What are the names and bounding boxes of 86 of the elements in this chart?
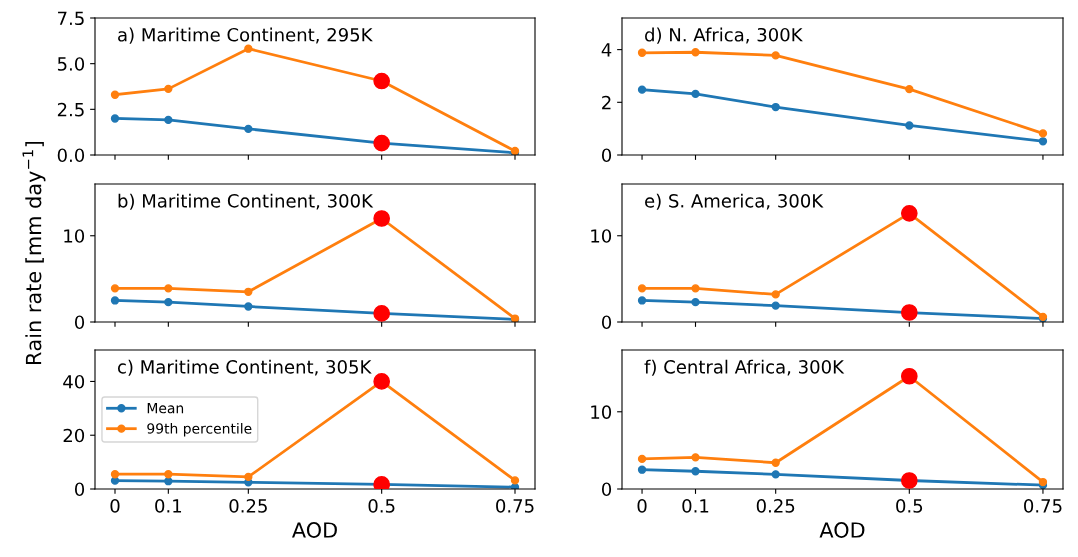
y-tick-label: 0 [601,315,612,330]
x-tick-label: 0 [637,499,647,513]
point [244,472,253,482]
point [637,48,647,57]
point [110,114,120,123]
point [900,204,918,222]
x-tick-label: 0.75 [1024,499,1062,513]
x-tick-label: 0.5 [896,499,923,513]
point [373,305,391,322]
y-tick-label: 0 [74,315,85,330]
point [637,85,647,94]
point [691,284,700,293]
point [164,84,173,94]
y-tick-label: 5.0 [57,57,85,71]
point [373,134,391,152]
y-axis-title: Rain rate [mm day$^{−1}$] [22,141,46,364]
point [164,477,173,486]
x-tick-label: 0.1 [682,499,709,513]
point [164,284,173,293]
point [771,51,780,60]
x-tick-label: 0.5 [368,499,395,513]
y-tick-label: 0 [601,482,612,497]
point [905,121,914,130]
point [373,373,391,390]
point [691,48,700,57]
point [771,301,780,310]
point [110,296,120,305]
chart-title: d) N. Africa, 300K [645,27,803,44]
x-tick-label: 0.75 [496,499,534,513]
y-tick-label: 20 [63,428,85,443]
point [373,210,391,227]
x-tick-label: 0 [110,499,120,513]
point [771,102,780,112]
point [637,454,647,464]
chart-title: a) Maritime Continent, 295K [118,27,373,44]
point [900,472,918,489]
y-tick-label: 10 [64,229,85,243]
y-tick-label: 0.0 [57,148,85,163]
y-tick-label: 4 [601,43,612,57]
y-tick-label: 10 [591,229,612,243]
y-tick-label: 10 [591,405,612,419]
y-tick-label: 2 [602,95,611,110]
y-tick-label: 0 [601,148,612,163]
point [637,296,647,305]
point [691,297,700,307]
point [900,304,918,321]
point [164,115,173,125]
x-axis-title: AOD [819,522,865,538]
point [771,470,780,479]
y-tick-label: 40 [63,374,85,389]
point [244,287,253,296]
point [771,290,780,299]
point [905,84,914,94]
point [510,476,520,485]
x-tick-label: 0.25 [756,499,795,513]
chart-title: e) S. America, 300K [645,193,824,210]
point [771,458,780,467]
point [691,89,700,99]
chart-title: f) Central Africa, 300K [644,359,845,376]
point [110,476,120,485]
chart-title: b) Maritime Continent, 300K [118,193,374,210]
point [164,297,173,307]
x-tick-label: 0.25 [229,499,267,513]
point [164,470,173,479]
x-axis-title: AOD [292,522,337,538]
y-tick-label: 0 [74,482,85,497]
legend-label: 99th percentile [147,422,252,437]
point [900,367,918,385]
point [691,453,700,462]
chart-title: c) Maritime Continent, 305K [118,359,372,376]
point [1038,129,1048,138]
point [1038,137,1048,146]
y-tick-label: 7.5 [58,11,84,26]
point [373,72,391,90]
x-tick-label: 0.1 [155,499,182,513]
point [637,465,647,474]
point [691,467,700,476]
legend-label: Mean [147,403,184,414]
y-tick-label: 2.5 [57,102,84,117]
point [244,302,253,311]
point [244,124,253,134]
point [110,470,120,479]
point [110,90,120,99]
point [244,44,253,53]
point [637,284,647,293]
point [110,284,120,293]
